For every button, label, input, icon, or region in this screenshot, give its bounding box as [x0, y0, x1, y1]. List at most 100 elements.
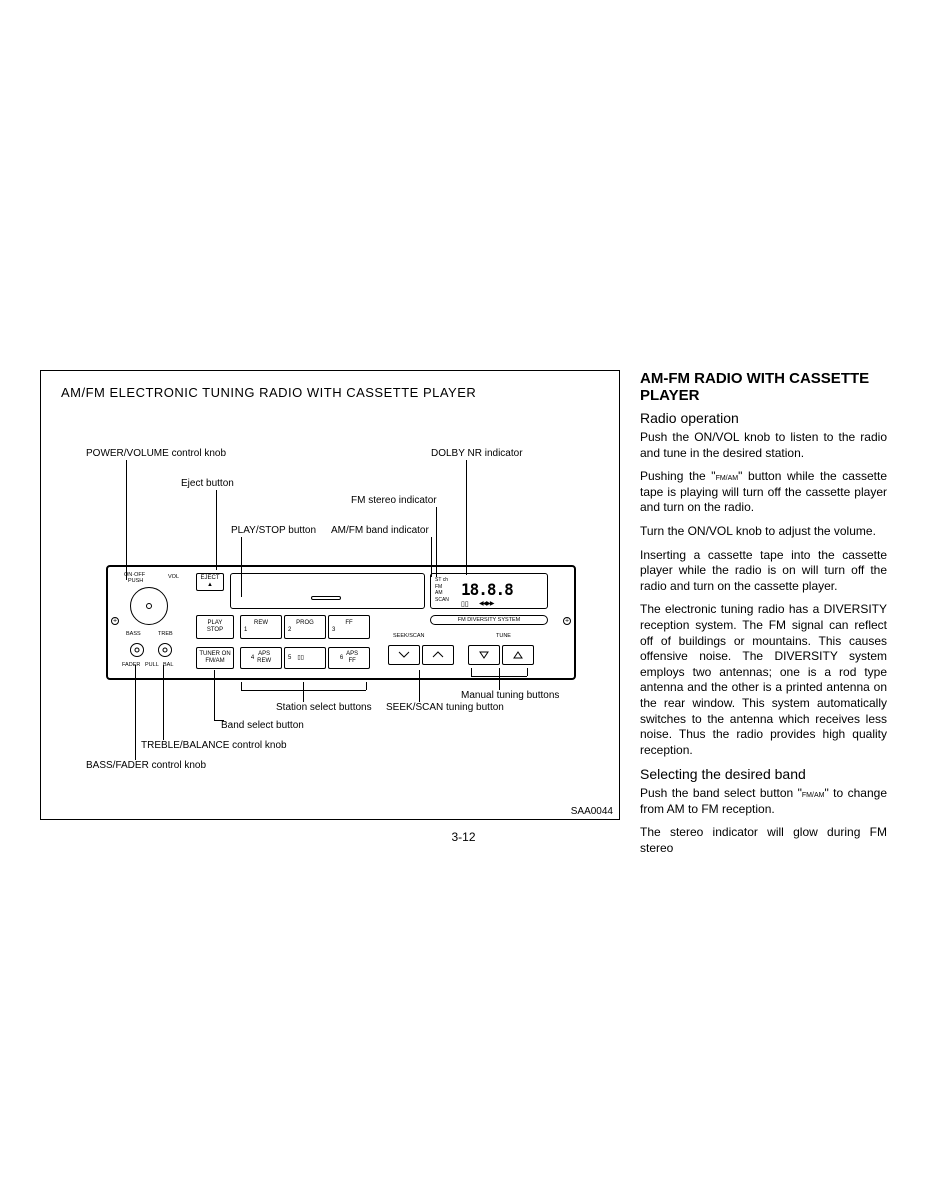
fmam-label: FM/AM: [205, 658, 224, 665]
preset-5-button: 5 ▯▯: [284, 647, 326, 669]
preset-4: 4: [251, 655, 254, 662]
section-heading: AM-FM RADIO WITH CASSETTE PLAYER: [640, 370, 887, 404]
label-bal: BAL: [163, 663, 173, 669]
label-treb: TREB: [158, 632, 173, 638]
leader: [419, 670, 420, 702]
leader: [163, 665, 164, 740]
triangle-down-icon: [479, 651, 489, 659]
body-paragraph: Push the band select button "FM/AM" to c…: [640, 786, 887, 817]
leader: [241, 690, 366, 691]
dolby-indicator: ▯▯: [461, 600, 469, 608]
callout-bass-fader: BASS/FADER control knob: [86, 760, 206, 771]
st-indicator: ST ch: [435, 577, 449, 584]
leader: [135, 665, 136, 760]
aps-ff-button: 6 APS FF: [328, 647, 370, 669]
leader: [214, 720, 224, 721]
callout-power-volume: POWER/VOLUME control knob: [86, 448, 226, 459]
leader: [214, 670, 215, 720]
leader: [527, 668, 528, 676]
preset-1: 1: [244, 627, 247, 634]
figure-reference: SAA0044: [571, 806, 613, 817]
subsection-heading: Radio operation: [640, 410, 887, 426]
callout-treble-balance: TREBLE/BALANCE control knob: [141, 740, 287, 751]
fmam-inline: FM/AM: [802, 792, 825, 799]
callout-band-select: Band select button: [221, 720, 304, 731]
eject-label: EJECT: [200, 575, 219, 582]
tuner-on-label: TUNER ON: [199, 651, 230, 658]
rew-label: REW: [254, 620, 268, 627]
diagram-title: AM/FM ELECTRONIC TUNING RADIO WITH CASSE…: [51, 385, 609, 400]
callout-manual-tuning: Manual tuning buttons: [461, 690, 559, 701]
body-paragraph: Turn the ON/VOL knob to adjust the volum…: [640, 524, 887, 540]
ff-label: FF: [345, 620, 352, 627]
cassette-door-handle: [311, 596, 341, 600]
label-vol: VOL: [168, 575, 179, 581]
leader: [471, 676, 527, 677]
tune-label: TUNE: [496, 634, 511, 640]
text-span: Pushing the ": [640, 469, 716, 483]
text-span: Push the band select button ": [640, 786, 802, 800]
subsection-heading: Selecting the desired band: [640, 766, 887, 782]
scan-indicator: SCAN: [435, 597, 449, 604]
lcd-display: ST ch FM AM SCAN 18.8.8 ▯▯ ◀◀▶▶: [430, 573, 548, 609]
label-fader: FADER: [122, 663, 140, 669]
body-paragraph: Push the ON/VOL knob to listen to the ra…: [640, 430, 887, 461]
leader: [303, 682, 304, 702]
preset-2: 2: [288, 627, 291, 634]
triangle-up-icon: [513, 651, 523, 659]
display-indicators: ST ch FM AM SCAN: [435, 577, 449, 603]
preset-3: 3: [332, 627, 335, 634]
radio-faceplate: ON·OFF PUSH VOL BASS TREB FADER PULL BAL…: [106, 565, 576, 680]
frequency-display: 18.8.8: [461, 580, 513, 599]
callout-station-select: Station select buttons: [276, 702, 372, 713]
callout-seek-scan: SEEK/SCAN tuning button: [386, 702, 504, 713]
callout-play-stop: PLAY/STOP button: [231, 525, 316, 536]
body-paragraph: Inserting a cassette tape into the casse…: [640, 548, 887, 595]
seek-scan-label: SEEK/SCAN: [393, 634, 424, 640]
tape-direction-icon: ◀◀▶▶: [479, 600, 493, 607]
seek-up-button: [422, 645, 454, 665]
tune-down-button: [468, 645, 500, 665]
leader: [466, 460, 467, 575]
diagram-area: POWER/VOLUME control knob Eject button P…: [51, 410, 609, 790]
eject-button: EJECT ▲: [196, 573, 224, 591]
screw-icon: [563, 617, 571, 625]
diagram-frame: AM/FM ELECTRONIC TUNING RADIO WITH CASSE…: [40, 370, 620, 820]
bass-fader-knob: [130, 643, 144, 657]
leader: [126, 460, 127, 580]
preset-5: 5: [288, 655, 291, 662]
label-pull: PULL: [145, 663, 159, 669]
label-push: PUSH: [128, 579, 143, 585]
leader: [241, 682, 242, 690]
body-paragraph: Pushing the "FM/AM" button while the cas…: [640, 469, 887, 516]
page-content: AM/FM ELECTRONIC TUNING RADIO WITH CASSE…: [40, 370, 887, 865]
ff-button: FF 3: [328, 615, 370, 639]
seek-down-button: [388, 645, 420, 665]
leader: [216, 490, 217, 570]
fmam-inline: FM/AM: [716, 475, 739, 482]
rew-button: REW 1: [240, 615, 282, 639]
callout-eject: Eject button: [181, 478, 234, 489]
eject-icon: ▲: [207, 582, 213, 589]
callout-fm-stereo: FM stereo indicator: [351, 495, 437, 506]
chevron-up-icon: [432, 651, 444, 659]
aps-rew-button: 4 APS REW: [240, 647, 282, 669]
chevron-down-icon: [398, 651, 410, 659]
callout-amfm-indicator: AM/FM band indicator: [331, 525, 429, 536]
fm-diversity-badge: FM DIVERSITY SYSTEM: [430, 615, 548, 625]
leader: [471, 668, 472, 676]
leader: [499, 668, 500, 690]
aps-rew-label: APS REW: [257, 651, 271, 664]
screw-icon: [111, 617, 119, 625]
aps-ff-label: APS FF: [346, 651, 358, 664]
text-column: AM-FM RADIO WITH CASSETTE PLAYER Radio o…: [640, 370, 887, 865]
tune-up-button: [502, 645, 534, 665]
play-stop-button: PLAY STOP: [196, 615, 234, 639]
band-select-button: TUNER ON FM/AM: [196, 647, 234, 669]
prog-label: PROG: [296, 620, 314, 627]
leader: [366, 682, 367, 690]
callout-dolby: DOLBY NR indicator: [431, 448, 523, 459]
power-volume-knob: [130, 587, 168, 625]
cassette-slot: [230, 573, 425, 609]
page-number: 3-12: [40, 830, 887, 844]
